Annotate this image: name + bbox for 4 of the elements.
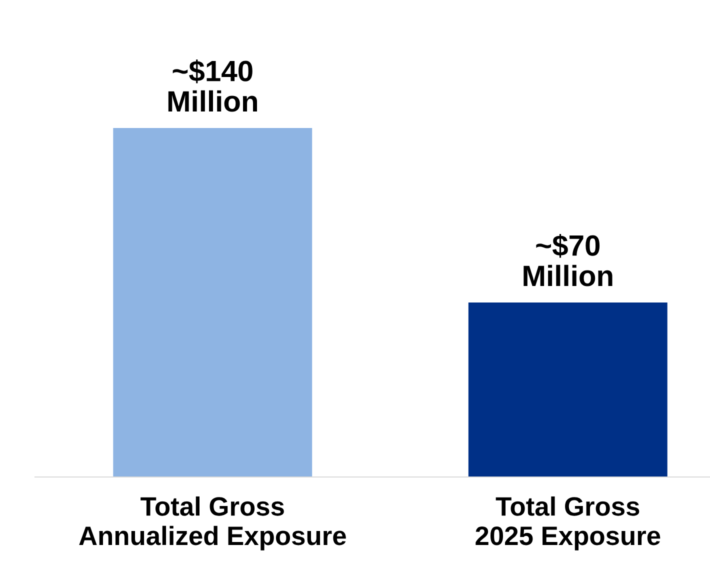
data-label: ~$70 Million [524,234,612,286]
data-label: ~$140 Million [168,59,257,112]
x-tick-label: Total Gross Annualized Exposure [79,496,346,550]
x-tick-label: Total Gross 2025 Exposure [476,496,660,550]
